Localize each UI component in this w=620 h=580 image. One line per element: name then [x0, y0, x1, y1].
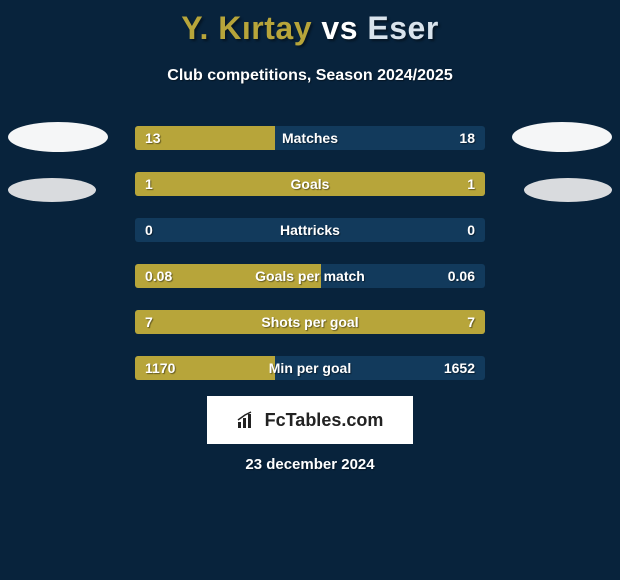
- subtitle: Club competitions, Season 2024/2025: [0, 67, 620, 85]
- player2-value: 0.06: [448, 264, 475, 288]
- player2-value: 18: [459, 126, 475, 150]
- stat-row: 13Matches18: [135, 126, 485, 150]
- player2-value: 1652: [444, 356, 475, 380]
- stat-label: Goals per match: [135, 264, 485, 288]
- player1-name: Y. Kırtay: [181, 10, 312, 46]
- chart-icon: [237, 410, 259, 430]
- comparison-title: Y. Kırtay vs Eser: [0, 0, 620, 47]
- footer-date: 23 december 2024: [0, 456, 620, 473]
- fctables-logo: FcTables.com: [207, 396, 413, 444]
- player2-value: 0: [467, 218, 475, 242]
- stat-label: Goals: [135, 172, 485, 196]
- stat-row: 1170Min per goal1652: [135, 356, 485, 380]
- player1-club-avatar: [8, 178, 96, 202]
- player2-name: Eser: [367, 10, 438, 46]
- player2-avatar: [512, 122, 612, 152]
- player2-value: 7: [467, 310, 475, 334]
- logo-text: FcTables.com: [265, 410, 384, 431]
- player2-club-avatar: [524, 178, 612, 202]
- stat-row: 0.08Goals per match0.06: [135, 264, 485, 288]
- player2-value: 1: [467, 172, 475, 196]
- stat-label: Matches: [135, 126, 485, 150]
- stat-row: 7Shots per goal7: [135, 310, 485, 334]
- stat-row: 0Hattricks0: [135, 218, 485, 242]
- stat-label: Hattricks: [135, 218, 485, 242]
- stat-label: Min per goal: [135, 356, 485, 380]
- stat-label: Shots per goal: [135, 310, 485, 334]
- stat-row: 1Goals1: [135, 172, 485, 196]
- vs-label: vs: [321, 10, 358, 46]
- stat-rows: 13Matches18 1Goals1 0Hattricks0 0.08Goals p…: [135, 126, 485, 402]
- player1-avatar: [8, 122, 108, 152]
